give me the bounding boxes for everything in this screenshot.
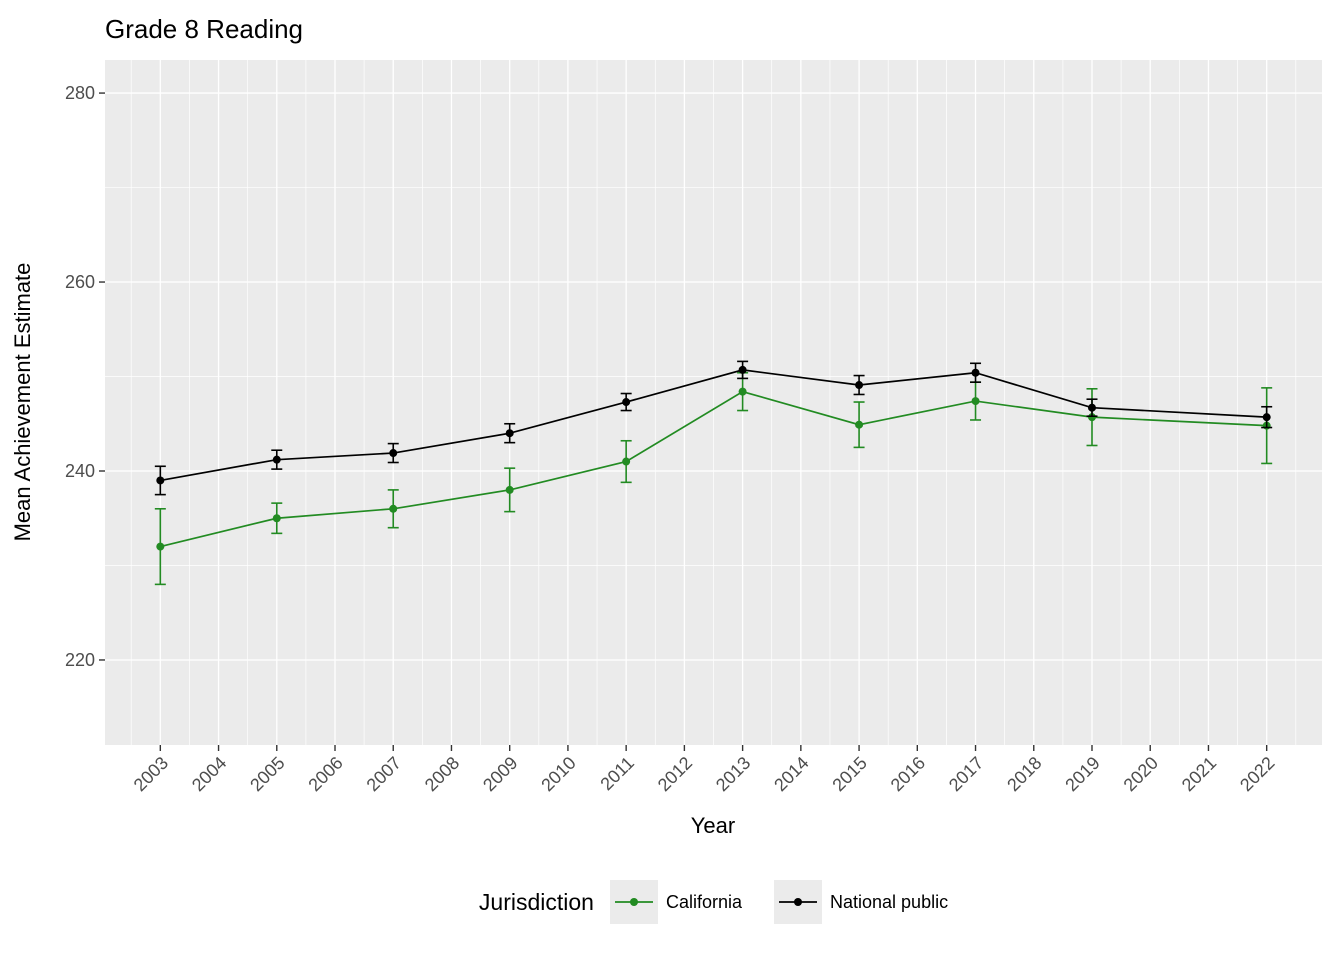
x-tick-label: 2020 [1120, 753, 1162, 795]
legend-key-point [629, 898, 638, 906]
x-tick-label: 2022 [1236, 753, 1278, 795]
data-point [1087, 403, 1096, 412]
chart: Grade 8 Reading 2003 2004 2005 2006 2007 2008… [10, 14, 1322, 838]
data-point [505, 485, 514, 494]
data-point [1262, 413, 1271, 422]
x-tick-label: 2007 [363, 753, 405, 795]
x-tick-label: 2013 [712, 753, 754, 795]
legend: Jurisdiction California National public [105, 880, 1322, 924]
x-tick-label: 2016 [887, 753, 929, 795]
legend-item-national-public: National public [774, 880, 948, 924]
y-tick-label: 280 [65, 83, 95, 103]
x-tick-label: 2010 [537, 753, 579, 795]
x-tick-label: 2012 [654, 753, 696, 795]
y-axis-title: Mean Achievement Estimate [10, 263, 35, 542]
y-tick-label: 260 [65, 272, 95, 292]
x-tick-label: 2014 [770, 753, 812, 795]
legend-key-national-public [774, 880, 822, 924]
legend-item-california: California [609, 880, 742, 924]
legend-label-national-public: National public [830, 891, 949, 912]
y-tick-label: 240 [65, 461, 95, 481]
data-point [272, 455, 281, 464]
x-tick-label: 2017 [945, 753, 987, 795]
data-point [389, 504, 398, 513]
x-tick-label: 2018 [1003, 753, 1045, 795]
data-point [1087, 413, 1096, 422]
data-point [738, 365, 747, 374]
x-tick-label: 2006 [304, 753, 346, 795]
legend-title: Jurisdiction [478, 888, 594, 915]
x-tick-label: 2009 [479, 753, 521, 795]
x-tick-label: 2004 [188, 753, 230, 795]
data-point [156, 542, 165, 551]
data-point [855, 381, 864, 390]
x-tick-label: 2003 [130, 753, 172, 795]
x-tick-label: 2005 [246, 753, 288, 795]
legend-key-point [794, 898, 802, 906]
data-point [389, 449, 398, 458]
plot-area: 2003 2004 2005 2006 2007 2008 2009 2010 2011 2012… [65, 60, 1322, 795]
data-point [505, 429, 514, 438]
x-axis-title: Year [691, 813, 735, 838]
x-tick-label: 2008 [421, 753, 463, 795]
x-tick-label: 2019 [1061, 753, 1103, 795]
legend-key-california [609, 880, 658, 924]
legend-label-california: California [665, 891, 742, 912]
data-point [156, 476, 165, 485]
data-point [971, 368, 980, 377]
x-tick-label: 2011 [596, 753, 638, 795]
series-line [160, 390, 1267, 548]
x-tick-label: 2021 [1178, 753, 1220, 795]
data-point [272, 514, 281, 523]
data-point [622, 457, 631, 466]
x-tick-label: 2015 [828, 753, 870, 795]
series-line [160, 369, 1267, 482]
data-point [971, 397, 980, 406]
chart-title: Grade 8 Reading [105, 14, 303, 44]
data-point [855, 420, 864, 429]
y-tick-label: 220 [65, 650, 95, 670]
data-point [622, 398, 631, 407]
data-point [738, 387, 747, 396]
